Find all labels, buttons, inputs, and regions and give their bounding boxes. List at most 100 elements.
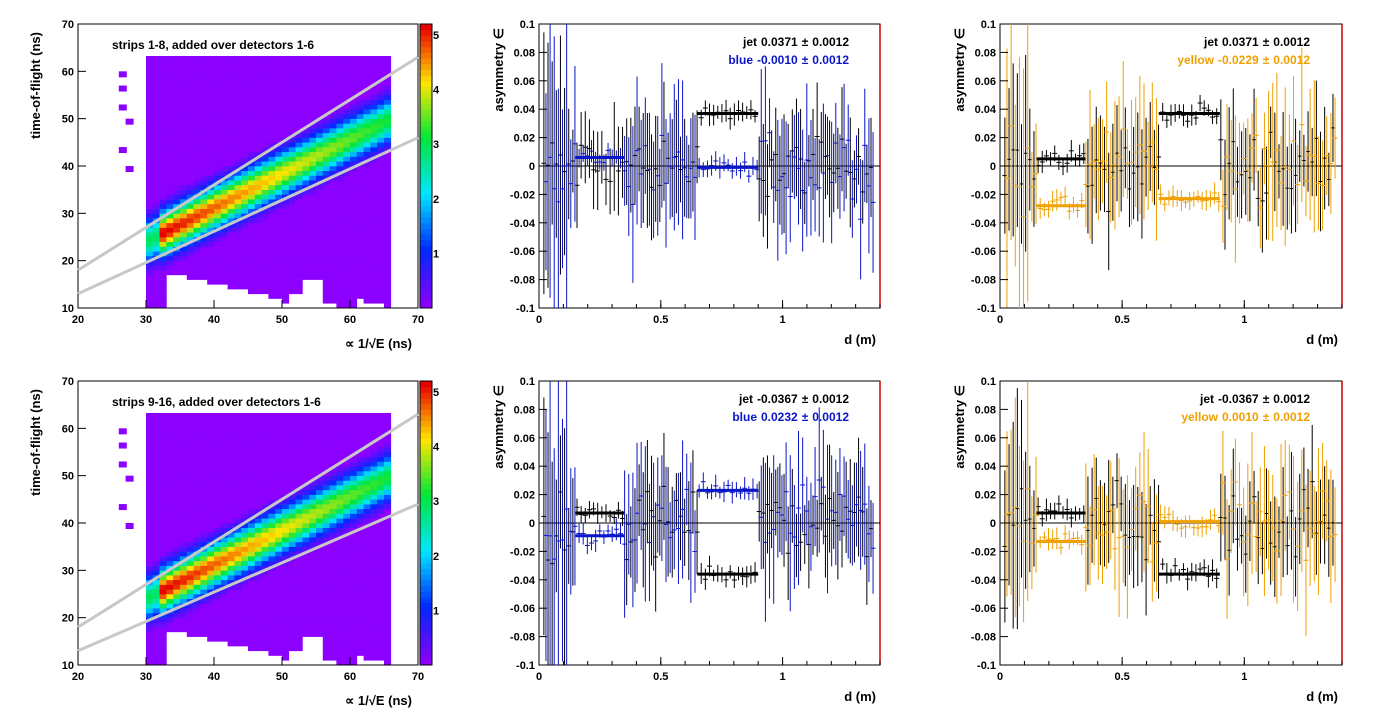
heatmap-bin bbox=[214, 170, 222, 176]
heatmap-bin bbox=[227, 166, 235, 172]
heatmap-bin bbox=[384, 603, 392, 609]
heatmap-bin bbox=[268, 156, 276, 162]
heatmap-bin bbox=[356, 470, 364, 476]
heatmap-bin bbox=[329, 184, 337, 190]
heatmap-bin bbox=[166, 508, 174, 514]
heatmap-bin bbox=[248, 222, 256, 228]
heatmap-bin bbox=[309, 137, 317, 143]
heatmap-bin bbox=[234, 274, 242, 280]
heatmap-bin bbox=[207, 532, 215, 538]
heatmap-bin bbox=[329, 104, 337, 110]
heatmap-bin bbox=[322, 579, 330, 585]
heatmap-bin bbox=[214, 270, 222, 276]
heatmap-bin bbox=[302, 598, 310, 604]
heatmap-bin bbox=[152, 128, 160, 134]
heatmap-bin bbox=[309, 527, 317, 533]
heatmap-bin bbox=[309, 541, 317, 547]
heatmap-bin bbox=[220, 560, 228, 566]
heatmap-bin bbox=[220, 579, 228, 585]
heatmap-bin bbox=[350, 293, 358, 299]
heatmap-bin bbox=[227, 71, 235, 77]
heatmap-bin bbox=[377, 298, 385, 304]
heatmap-bin bbox=[220, 594, 228, 600]
heatmap-bin bbox=[343, 109, 351, 115]
palette-cell bbox=[420, 52, 432, 59]
heatmap-bin bbox=[268, 532, 276, 538]
heatmap-bin bbox=[186, 584, 194, 590]
heatmap-bin bbox=[384, 137, 392, 143]
heatmap-bin bbox=[193, 532, 201, 538]
heatmap-bin bbox=[377, 594, 385, 600]
heatmap-bin bbox=[370, 646, 378, 652]
heatmap-bin bbox=[193, 104, 201, 110]
heatmap-bin bbox=[282, 447, 290, 453]
heatmap-bin bbox=[363, 57, 371, 63]
heatmap-bin bbox=[370, 499, 378, 505]
heatmap-bin bbox=[309, 123, 317, 129]
heatmap-bin bbox=[363, 109, 371, 115]
heatmap-bin bbox=[356, 123, 364, 129]
heatmap-bin bbox=[173, 442, 181, 448]
heatmap-bin bbox=[200, 527, 208, 533]
heatmap-bin bbox=[343, 232, 351, 238]
heatmap-bin bbox=[282, 166, 290, 172]
heatmap-bin bbox=[227, 156, 235, 162]
heatmap-bin bbox=[309, 260, 317, 266]
x-tick-label: 1 bbox=[1241, 314, 1247, 326]
heatmap-bin bbox=[241, 218, 249, 224]
heatmap-bin bbox=[268, 447, 276, 453]
heatmap-bin bbox=[241, 137, 249, 143]
heatmap-bin bbox=[288, 104, 296, 110]
heatmap-bin bbox=[241, 494, 249, 500]
heatmap-bin bbox=[268, 57, 276, 63]
heatmap-bin bbox=[152, 66, 160, 72]
heatmap-bin bbox=[295, 504, 303, 510]
heatmap-bin bbox=[350, 660, 358, 666]
heatmap-bin bbox=[322, 447, 330, 453]
heatmap-bin bbox=[377, 222, 385, 228]
heatmap-bin bbox=[370, 560, 378, 566]
heatmap-bin bbox=[329, 627, 337, 633]
heatmap-bin bbox=[234, 104, 242, 110]
heatmap-bin bbox=[248, 246, 256, 252]
heatmap-bin bbox=[186, 423, 194, 429]
heatmap-bin bbox=[322, 627, 330, 633]
heatmap-bin bbox=[322, 199, 330, 205]
heatmap-bin bbox=[363, 137, 371, 143]
heatmap-bin bbox=[336, 293, 344, 299]
heatmap-bin bbox=[180, 251, 188, 257]
heatmap-bin bbox=[268, 151, 276, 157]
heatmap-bin bbox=[180, 270, 188, 276]
heatmap-bin bbox=[220, 414, 228, 420]
heatmap-bin bbox=[248, 570, 256, 576]
heatmap-bin bbox=[254, 423, 262, 429]
heatmap-bin bbox=[329, 508, 337, 514]
heatmap-bin bbox=[295, 147, 303, 153]
heatmap-bin bbox=[193, 494, 201, 500]
heatmap-bin bbox=[316, 57, 324, 63]
heatmap-bin bbox=[152, 76, 160, 82]
heatmap-bin bbox=[282, 508, 290, 514]
heatmap-bin bbox=[207, 627, 215, 633]
heatmap-bin bbox=[288, 523, 296, 529]
heatmap-bin bbox=[295, 289, 303, 295]
heatmap-bin bbox=[336, 232, 344, 238]
heatmap-bin bbox=[295, 428, 303, 434]
heatmap-bin bbox=[268, 575, 276, 581]
heatmap-bin bbox=[200, 260, 208, 266]
heatmap-bin bbox=[261, 641, 269, 647]
heatmap-bin bbox=[309, 570, 317, 576]
palette-tick-label: 4 bbox=[433, 442, 440, 454]
heatmap-bin bbox=[248, 194, 256, 200]
heatmap-bin bbox=[180, 489, 188, 495]
heatmap-bin bbox=[309, 208, 317, 214]
heatmap-bin bbox=[248, 541, 256, 547]
heatmap-bin bbox=[234, 485, 242, 491]
heatmap-bin bbox=[268, 475, 276, 481]
heatmap-bin bbox=[214, 414, 222, 420]
heatmap-bin bbox=[370, 485, 378, 491]
x-tick-label: 0.5 bbox=[1114, 314, 1129, 326]
heatmap-bin bbox=[173, 260, 181, 266]
heatmap-bin bbox=[248, 461, 256, 467]
heatmap-bin bbox=[241, 532, 249, 538]
